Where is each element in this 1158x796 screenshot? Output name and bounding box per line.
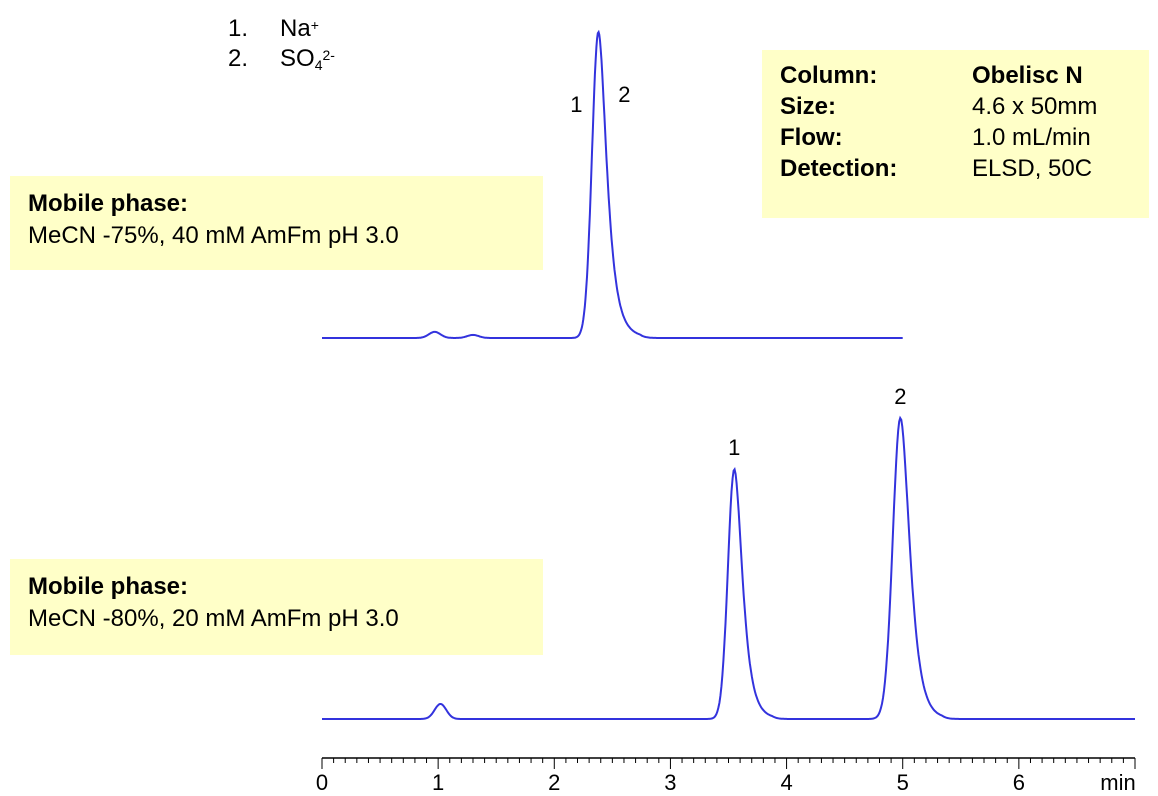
x-tick-label: 0: [316, 770, 328, 795]
compound-legend: 1. Na+ 2. SO42-: [228, 14, 335, 74]
mobile-phase-box-top: Mobile phase: MeCN -75%, 40 mM AmFm pH 3…: [10, 176, 543, 270]
x-axis-label: min: [1100, 770, 1135, 795]
info-row-flow: Flow: 1.0 mL/min: [780, 122, 1131, 153]
info-key: Column:: [780, 62, 878, 89]
info-row-size: Size: 4.6 x 50mm: [780, 91, 1131, 122]
method-info-box: Column: Obelisc N Size: 4.6 x 50mm Flow:…: [762, 50, 1149, 218]
mobile-phase-text: MeCN -75%, 40 mM AmFm pH 3.0: [28, 222, 399, 249]
mobile-phase-box-bottom: Mobile phase: MeCN -80%, 20 mM AmFm pH 3…: [10, 559, 543, 655]
x-tick-label: 4: [780, 770, 792, 795]
info-value: 1.0 mL/min: [972, 124, 1091, 151]
legend-number: 1.: [228, 15, 249, 42]
x-tick-label: 3: [664, 770, 676, 795]
x-tick-label: 2: [548, 770, 560, 795]
legend-item-1: 1. Na+: [228, 14, 335, 44]
x-tick-label: 6: [1013, 770, 1025, 795]
info-key: Size:: [780, 93, 837, 120]
info-value: 4.6 x 50mm: [972, 93, 1098, 120]
info-key: Flow:: [780, 124, 843, 151]
mobile-phase-title: Mobile phase:: [28, 190, 189, 217]
legend-compound-name: SO42-: [280, 45, 335, 73]
x-tick-label: 1: [432, 770, 444, 795]
trace-2: [322, 415, 1135, 720]
legend-item-2: 2. SO42-: [228, 44, 335, 74]
peak-label-1-1: 1: [570, 92, 582, 117]
peak-label-2-2: 2: [894, 384, 906, 409]
peak-label-2-1: 1: [728, 435, 740, 460]
trace-1: [322, 29, 903, 339]
info-key: Detection:: [780, 155, 898, 182]
info-value: ELSD, 50C: [972, 155, 1093, 182]
mobile-phase-title: Mobile phase:: [28, 573, 189, 600]
mobile-phase-text: MeCN -80%, 20 mM AmFm pH 3.0: [28, 605, 399, 632]
x-tick-label: 5: [897, 770, 909, 795]
info-value: Obelisc N: [972, 62, 1083, 89]
legend-number: 2.: [228, 45, 249, 72]
peak-label-1-2: 2: [618, 82, 630, 107]
info-row-detection: Detection: ELSD, 50C: [780, 153, 1131, 184]
legend-compound-name: Na+: [280, 15, 319, 42]
info-row-column: Column: Obelisc N: [780, 60, 1131, 91]
